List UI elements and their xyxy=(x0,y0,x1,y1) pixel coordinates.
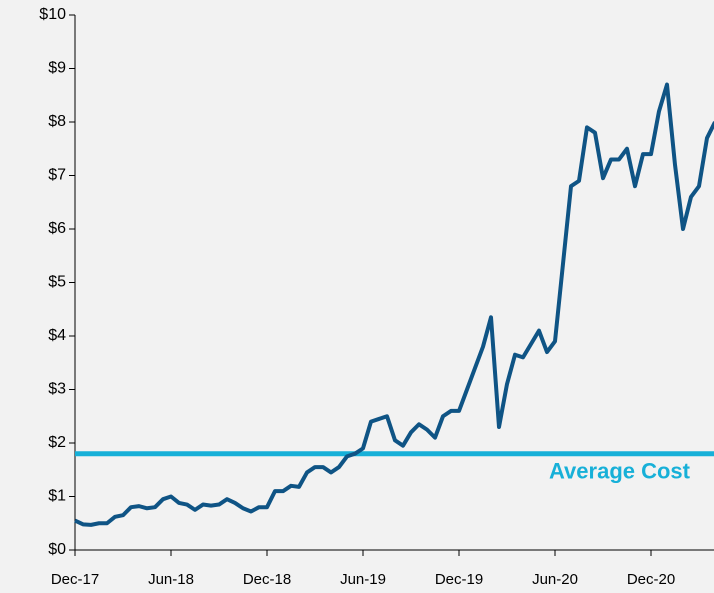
y-tick-label: $4 xyxy=(48,327,66,344)
y-tick-label: $9 xyxy=(48,60,66,77)
y-tick-label: $3 xyxy=(48,381,66,398)
x-tick-label: Dec-17 xyxy=(51,571,99,588)
y-tick-label: $7 xyxy=(48,167,66,184)
x-tick-label: Jun-19 xyxy=(340,571,386,588)
x-tick-label: Jun-18 xyxy=(148,571,194,588)
y-tick-label: $8 xyxy=(48,113,66,130)
price-line xyxy=(74,82,714,527)
y-tick-label: $2 xyxy=(48,434,66,451)
x-tick-label: Dec-20 xyxy=(627,571,675,588)
y-tick-label: $10 xyxy=(39,6,66,23)
average-cost-label: Average Cost xyxy=(549,459,691,484)
y-tick-label: $0 xyxy=(48,541,66,558)
x-tick-label: Dec-18 xyxy=(243,571,291,588)
y-tick-label: $6 xyxy=(48,220,66,237)
y-tick-label: $1 xyxy=(48,488,66,505)
x-tick-label: Jun-20 xyxy=(532,571,578,588)
x-tick-label: Dec-19 xyxy=(435,571,483,588)
y-tick-label: $5 xyxy=(48,274,66,291)
